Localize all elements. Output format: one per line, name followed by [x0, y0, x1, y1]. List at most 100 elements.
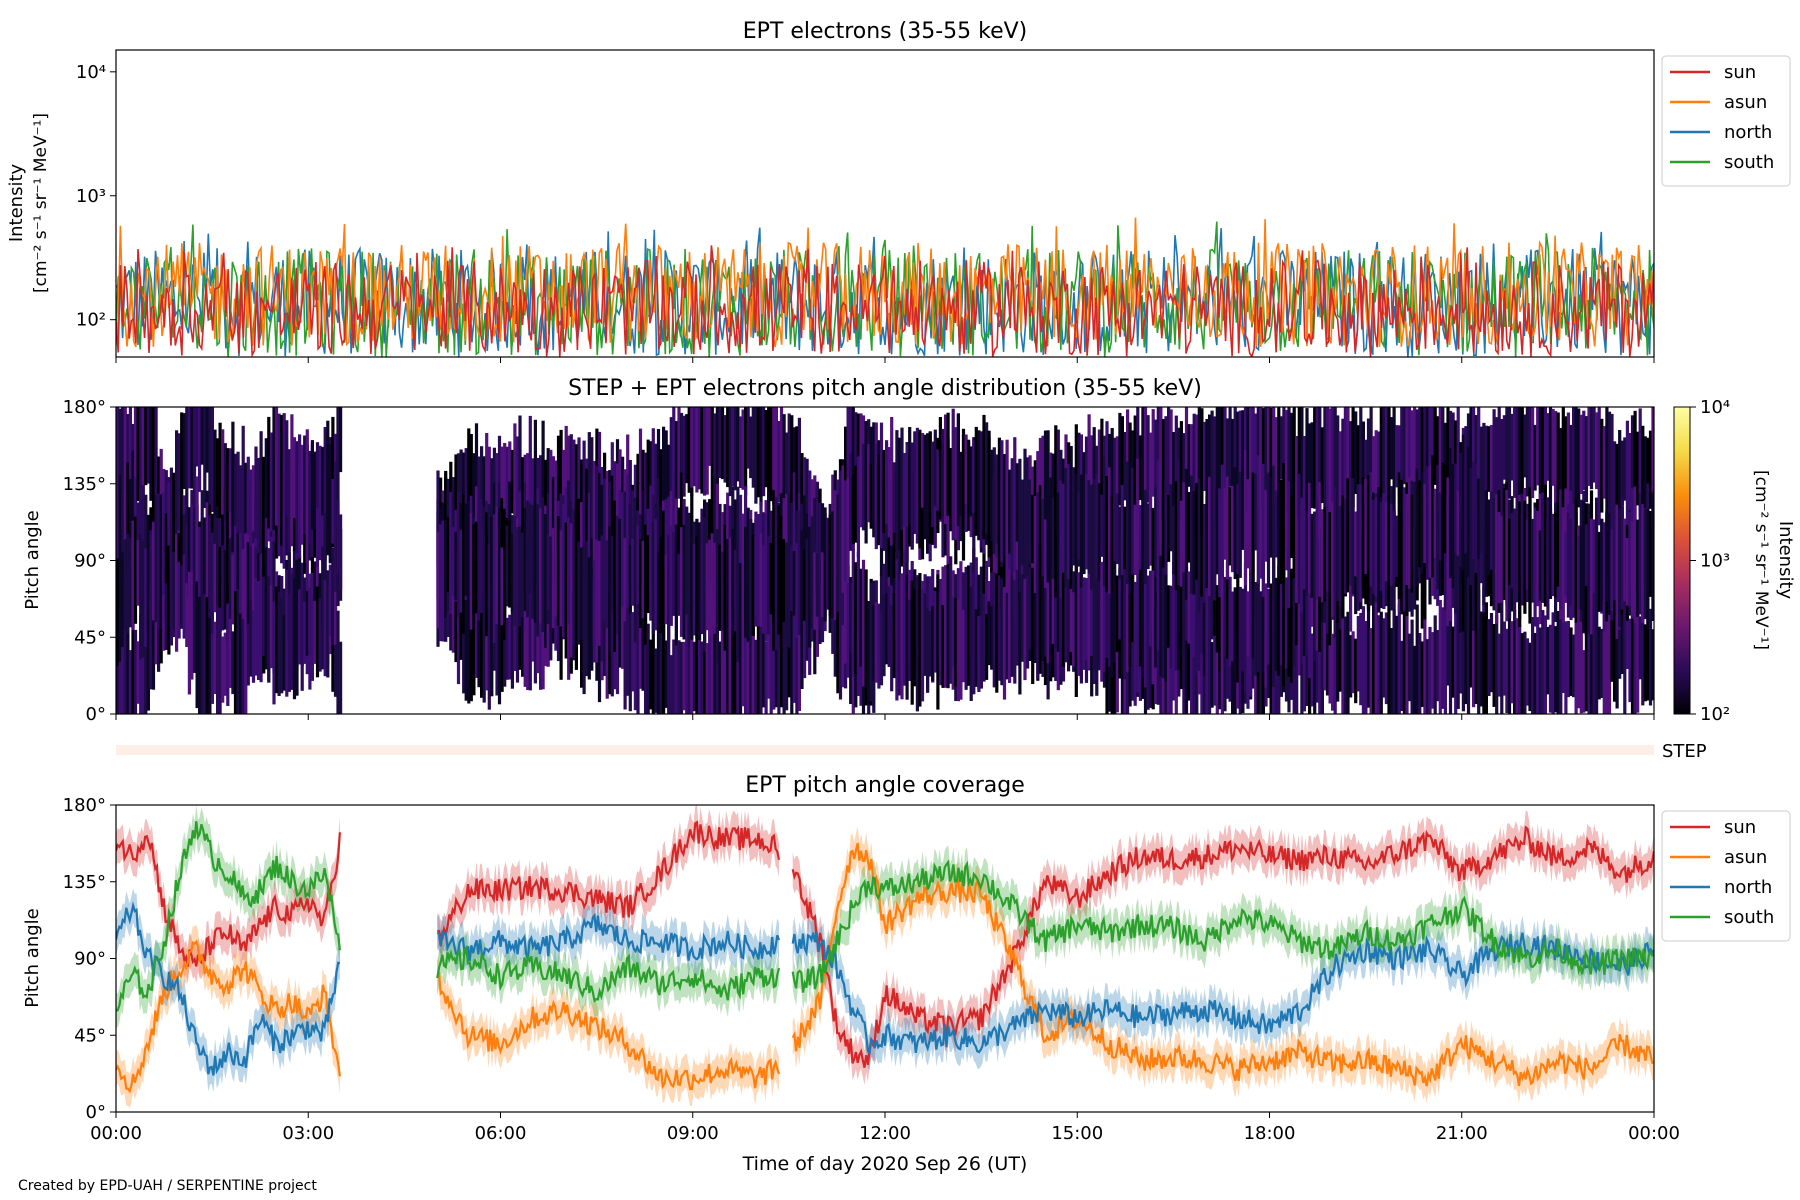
heat-cell [139, 533, 143, 660]
heat-cell [1405, 493, 1409, 585]
heat-cell [1131, 602, 1135, 701]
heat-cell [697, 522, 702, 640]
heat-cell [1138, 435, 1142, 501]
heat-cell [141, 540, 145, 658]
heat-cell [951, 596, 955, 668]
heat-cell [172, 549, 176, 630]
heat-cell [956, 413, 960, 527]
band-asun [116, 924, 340, 1109]
heat-cell [659, 536, 663, 633]
heat-cell [1184, 567, 1189, 641]
heat-cell [692, 543, 696, 636]
heat-cell [1172, 561, 1176, 655]
heat-cell [485, 512, 489, 637]
heat-cell [159, 448, 163, 531]
heat-cell [877, 609, 881, 689]
heat-cell [1356, 484, 1360, 611]
heat-cell [169, 467, 173, 568]
heat-cell [1374, 598, 1378, 714]
heat-cell [1400, 479, 1404, 611]
heat-cell [1536, 510, 1540, 607]
heat-cell [838, 583, 843, 700]
heat-cell [308, 587, 312, 690]
heat-cell [1028, 567, 1032, 650]
heat-cell [1472, 407, 1476, 514]
heat-cell [1595, 412, 1599, 490]
heat-cell [1554, 411, 1558, 507]
heat-cell [1361, 421, 1365, 517]
heat-cell [495, 583, 499, 696]
heat-cell [749, 416, 753, 479]
heat-cell [774, 407, 778, 508]
heat-cell [1187, 492, 1191, 563]
heat-cell [331, 479, 335, 544]
heat-cell [895, 584, 899, 701]
heat-cell [318, 598, 322, 672]
heat-cell [1215, 488, 1219, 575]
heat-cell [508, 614, 512, 680]
heat-cell [779, 516, 784, 647]
heat-cell [736, 526, 740, 662]
heat-cell [769, 542, 773, 615]
heat-cell [854, 465, 858, 543]
heat-cell [646, 623, 650, 714]
heat-cell [1505, 628, 1509, 713]
heat-cell [856, 413, 860, 477]
heat-cell [723, 524, 727, 651]
heat-cell [990, 449, 994, 542]
heat-cell [128, 407, 132, 500]
heat-cell [164, 513, 168, 584]
heat-cell [1131, 570, 1135, 643]
heat-cell [1133, 581, 1137, 678]
heat-cell [902, 588, 907, 686]
heat-cell [1308, 423, 1312, 487]
heat-cell [810, 516, 814, 629]
heat-cell [841, 465, 845, 593]
heat-cell [1438, 599, 1442, 714]
heat-cell [762, 545, 766, 633]
heat-cell [600, 535, 604, 662]
heat-cell [1559, 589, 1563, 714]
heat-cell [1036, 570, 1040, 679]
heat-cell [472, 561, 476, 696]
heat-cell [1323, 407, 1327, 509]
heat-cell [1274, 490, 1278, 558]
heat-cell [1164, 416, 1168, 520]
heat-cell [1646, 437, 1650, 508]
heat-cell [1633, 410, 1637, 505]
heat-cell [1113, 437, 1117, 509]
heat-cell [982, 593, 986, 682]
heat-cell [1187, 623, 1191, 701]
heat-cell [208, 407, 212, 505]
heat-cell [1384, 612, 1388, 705]
heat-cell [718, 407, 722, 478]
heat-cell [1515, 407, 1519, 489]
heat-cell [756, 615, 760, 714]
heat-cell [182, 554, 186, 639]
heat-cell [1574, 512, 1578, 623]
heat-cell [995, 454, 999, 545]
heat-cell [1284, 577, 1289, 669]
panel3-yticks: 0°45°90°135°180° [63, 795, 116, 1123]
heat-cell [1167, 585, 1171, 648]
heat-cell [497, 592, 502, 705]
heat-cell [1264, 490, 1268, 562]
heat-cell [1033, 496, 1037, 594]
heat-cell [469, 513, 473, 630]
heat-cell [1228, 407, 1232, 487]
heat-cell [205, 407, 209, 473]
heat-cell [833, 490, 837, 620]
heat-cell [915, 427, 919, 528]
heat-cell [982, 414, 986, 540]
heat-cell [1351, 407, 1355, 508]
heat-cell [1156, 460, 1160, 592]
heat-cell [728, 407, 732, 497]
heat-cell [1259, 607, 1263, 714]
heat-cell [159, 494, 163, 630]
heat-cell [1287, 407, 1291, 512]
heat-cell [500, 604, 504, 692]
heat-cell [1510, 621, 1514, 704]
heat-cell [756, 407, 760, 498]
heat-cell [1415, 604, 1419, 714]
heat-cell [1264, 583, 1268, 688]
